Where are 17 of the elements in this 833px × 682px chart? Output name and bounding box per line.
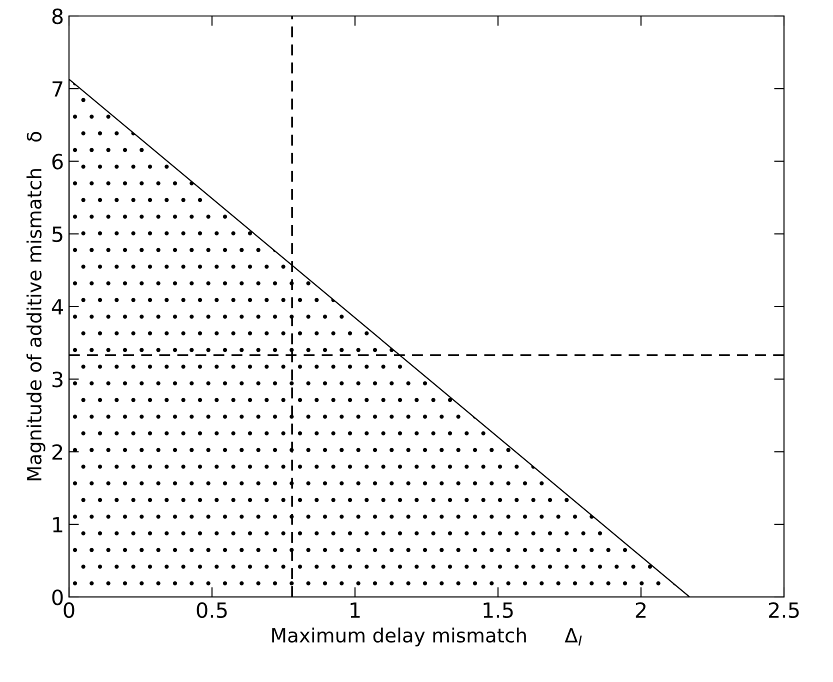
y-tick-label: 7: [52, 81, 62, 97]
x-tick-label: 2.5: [768, 602, 799, 618]
x-tick-label: 1: [350, 602, 360, 618]
y-tick-label: 6: [52, 154, 63, 170]
x-tick-label: 0: [64, 602, 74, 618]
y-tick-label: 3: [52, 372, 62, 388]
x-tick-label: 1.5: [484, 602, 513, 618]
x-tick-label: 0.5: [196, 602, 227, 618]
x-axis-title: Maximum delay mismatch Δ$_{I}$: [272, 628, 582, 646]
y-tick-label: 0: [52, 589, 63, 606]
y-axis-title: Magnitude of additive mismatch δ: [26, 132, 46, 480]
y-tick-label: 1: [53, 517, 62, 532]
y-tick-label: 8: [52, 8, 63, 24]
x-tick-label: 2: [636, 602, 646, 618]
y-tick-label: 5: [52, 226, 62, 242]
y-tick-label: 2: [52, 444, 62, 460]
y-tick-label: 4: [52, 299, 63, 314]
